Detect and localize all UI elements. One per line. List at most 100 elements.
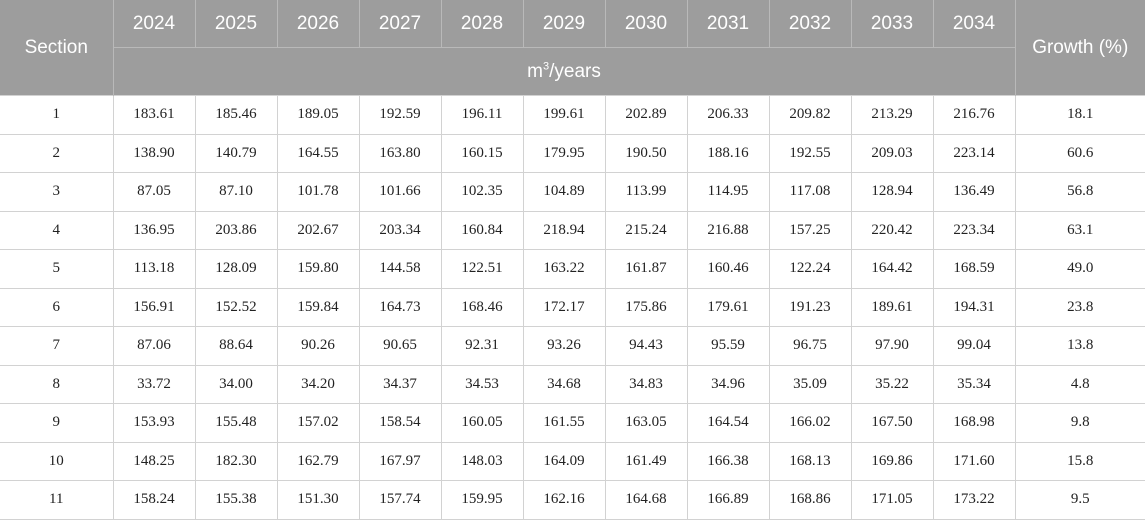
value-cell: 173.22 [932,480,1016,520]
value-cell: 164.42 [850,249,934,289]
value-cell: 88.64 [194,326,278,366]
growth-cell: 9.8 [1014,403,1145,443]
year-header: 2030 [605,0,688,48]
growth-header: Growth (%) [1014,0,1145,96]
section-cell: 5 [0,249,114,289]
section-cell: 6 [0,287,114,327]
value-cell: 148.25 [112,441,196,481]
value-cell: 168.98 [932,403,1016,443]
table-row: 6 156.91 152.52 159.84 164.73 168.46 172.17 175… [0,287,1145,327]
value-cell: 35.34 [932,364,1016,404]
value-cell: 171.60 [932,441,1016,481]
value-cell: 216.76 [932,95,1016,135]
value-cell: 155.38 [194,480,278,520]
value-cell: 172.17 [522,287,606,327]
value-cell: 183.61 [112,95,196,135]
value-cell: 164.73 [358,287,442,327]
value-cell: 156.91 [112,287,196,327]
value-cell: 163.22 [522,249,606,289]
value-cell: 190.50 [604,133,688,173]
section-cell: 3 [0,172,114,212]
header-row: Section 2024 2025 2026 2027 2028 2029 20… [0,0,1145,96]
table-row: 10 148.25 182.30 162.79 167.97 148.03 164.09 16… [0,441,1145,481]
year-header: 2025 [195,0,278,48]
value-cell: 153.93 [112,403,196,443]
value-cell: 168.86 [768,480,852,520]
value-cell: 128.09 [194,249,278,289]
value-cell: 191.23 [768,287,852,327]
value-cell: 171.05 [850,480,934,520]
value-cell: 92.31 [440,326,524,366]
value-cell: 203.86 [194,210,278,250]
value-cell: 179.61 [686,287,770,327]
value-cell: 97.90 [850,326,934,366]
value-cell: 189.61 [850,287,934,327]
value-cell: 168.59 [932,249,1016,289]
value-cell: 215.24 [604,210,688,250]
value-cell: 117.08 [768,172,852,212]
value-cell: 34.68 [522,364,606,404]
growth-cell: 15.8 [1014,441,1145,481]
value-cell: 90.26 [276,326,360,366]
value-cell: 158.54 [358,403,442,443]
value-cell: 159.80 [276,249,360,289]
value-cell: 213.29 [850,95,934,135]
value-cell: 169.86 [850,441,934,481]
value-cell: 136.49 [932,172,1016,212]
value-cell: 34.20 [276,364,360,404]
value-cell: 90.65 [358,326,442,366]
year-header: 2024 [113,0,196,48]
growth-cell: 18.1 [1014,95,1145,135]
value-cell: 161.49 [604,441,688,481]
value-cell: 189.05 [276,95,360,135]
year-header: 2031 [687,0,770,48]
value-cell: 138.90 [112,133,196,173]
section-cell: 7 [0,326,114,366]
section-header: Section [0,0,114,96]
value-cell: 151.30 [276,480,360,520]
value-cell: 152.52 [194,287,278,327]
value-cell: 122.51 [440,249,524,289]
value-cell: 148.03 [440,441,524,481]
value-cell: 34.53 [440,364,524,404]
value-cell: 192.59 [358,95,442,135]
value-cell: 34.83 [604,364,688,404]
table-row: 11 158.24 155.38 151.30 157.74 159.95 162.16 16… [0,480,1145,520]
growth-cell: 63.1 [1014,210,1145,250]
value-cell: 101.78 [276,172,360,212]
section-cell: 2 [0,133,114,173]
value-cell: 35.22 [850,364,934,404]
value-cell: 160.46 [686,249,770,289]
value-cell: 102.35 [440,172,524,212]
value-cell: 166.02 [768,403,852,443]
value-cell: 87.10 [194,172,278,212]
value-cell: 166.89 [686,480,770,520]
value-cell: 202.89 [604,95,688,135]
value-cell: 159.84 [276,287,360,327]
value-cell: 114.95 [686,172,770,212]
value-cell: 168.13 [768,441,852,481]
value-cell: 93.26 [522,326,606,366]
value-cell: 160.84 [440,210,524,250]
value-cell: 209.03 [850,133,934,173]
value-cell: 160.15 [440,133,524,173]
section-cell: 10 [0,441,114,481]
value-cell: 34.96 [686,364,770,404]
value-cell: 95.59 [686,326,770,366]
value-cell: 164.68 [604,480,688,520]
growth-cell: 9.5 [1014,480,1145,520]
year-header: 2029 [523,0,606,48]
value-cell: 87.06 [112,326,196,366]
value-cell: 87.05 [112,172,196,212]
value-cell: 216.88 [686,210,770,250]
table-row: 5 113.18 128.09 159.80 144.58 122.51 163.22 161… [0,249,1145,289]
value-cell: 113.99 [604,172,688,212]
section-cell: 8 [0,364,114,404]
value-cell: 157.74 [358,480,442,520]
value-cell: 162.79 [276,441,360,481]
value-cell: 163.80 [358,133,442,173]
section-cell: 1 [0,95,114,135]
value-cell: 164.54 [686,403,770,443]
table-row: 8 33.72 34.00 34.20 34.37 34.53 34.68 34.83 34.9… [0,364,1145,404]
